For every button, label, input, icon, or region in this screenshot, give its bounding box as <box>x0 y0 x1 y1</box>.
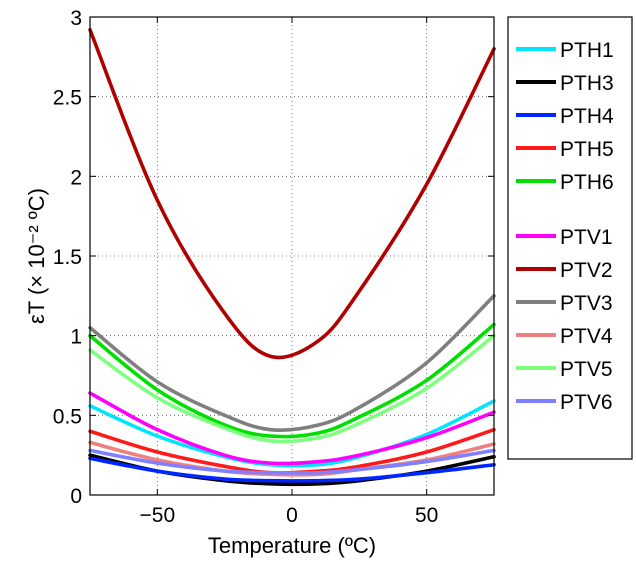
series-line-pth6 <box>88 322 496 439</box>
y-tick-label: 1.5 <box>53 246 82 269</box>
legend-label-pth6: PTH6 <box>560 171 614 194</box>
series-line-ptv2 <box>88 27 496 360</box>
series-line-ptv3 <box>88 294 496 432</box>
y-tick-label: 2 <box>70 166 82 189</box>
y-axis-label: εT (× 10⁻² ºC) <box>24 188 49 324</box>
legend-label-ptv1: PTV1 <box>560 226 613 249</box>
series-line-pth1 <box>88 399 496 468</box>
x-axis-label: Temperature (ºC) <box>208 533 376 558</box>
series-line-ptv1 <box>88 391 496 466</box>
y-tick-label: 2.5 <box>53 87 82 110</box>
series-line-ptv6 <box>88 448 496 475</box>
axis-ticks: −50 0 50 0 0.5 1 1.5 2 2.5 3 <box>53 7 494 527</box>
y-tick-label: 0.5 <box>53 405 82 428</box>
legend-label-ptv2: PTV2 <box>560 259 613 282</box>
y-tick-label: 3 <box>70 7 82 30</box>
legend-label-ptv6: PTV6 <box>560 391 613 414</box>
legend-label-pth1: PTH1 <box>560 39 614 62</box>
x-tick-label: 50 <box>415 504 438 527</box>
legend-label-ptv5: PTV5 <box>560 358 613 381</box>
legend: PTH1 PTH3 PTH4 PTH5 PTH6 PTV1 PTV2 PTV3 PTV4 PTV5… <box>507 16 633 460</box>
x-tick-label: −50 <box>140 504 176 527</box>
legend-label-ptv3: PTV3 <box>560 292 613 315</box>
series-line-ptv5 <box>88 333 496 444</box>
series-line-pth4 <box>88 456 496 483</box>
legend-label-pth4: PTH4 <box>560 105 614 128</box>
series-lines <box>88 27 496 487</box>
legend-label-ptv4: PTV4 <box>560 325 613 348</box>
legend-label-pth3: PTH3 <box>560 72 614 95</box>
y-tick-label: 1 <box>70 326 82 349</box>
y-tick-label: 0 <box>70 485 82 508</box>
legend-label-pth5: PTH5 <box>560 138 614 161</box>
x-tick-label: 0 <box>286 504 298 527</box>
grid-lines <box>90 17 494 495</box>
